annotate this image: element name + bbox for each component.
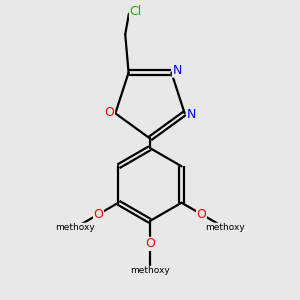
Text: Cl: Cl: [130, 5, 142, 18]
Text: N: N: [187, 108, 196, 121]
Text: O: O: [94, 208, 103, 221]
Text: O: O: [145, 238, 155, 250]
Text: methoxy: methoxy: [56, 223, 95, 232]
Text: O: O: [196, 208, 206, 221]
Text: methoxy: methoxy: [130, 266, 170, 275]
Text: O: O: [105, 106, 115, 119]
Text: N: N: [172, 64, 182, 77]
Text: methoxy: methoxy: [205, 223, 244, 232]
